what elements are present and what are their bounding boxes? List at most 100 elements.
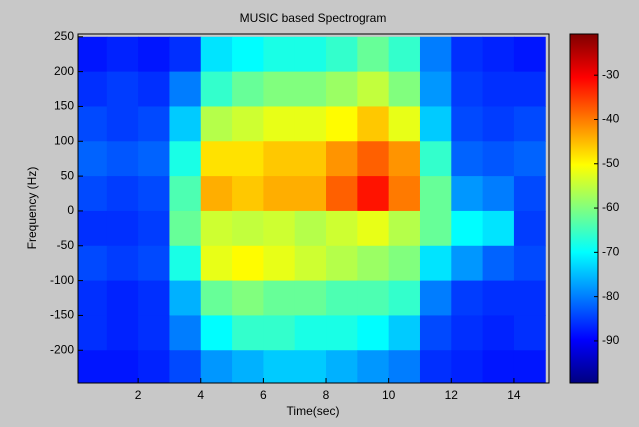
- heatmap-cell: [106, 36, 139, 73]
- heatmap: [78, 36, 546, 383]
- heatmap-cell: [357, 71, 390, 107]
- heatmap-cell: [451, 315, 484, 351]
- heatmap-cell: [513, 141, 546, 177]
- x-tick-label: 10: [382, 388, 396, 402]
- heatmap-cell: [263, 36, 296, 73]
- heatmap-cell: [357, 106, 390, 142]
- heatmap-cell: [200, 176, 233, 212]
- heatmap-cell: [106, 350, 139, 383]
- heatmap-cell: [482, 315, 515, 351]
- heatmap-cell: [169, 106, 202, 142]
- heatmap-cell: [388, 315, 421, 351]
- heatmap-cell: [200, 141, 233, 177]
- heatmap-cell: [200, 210, 233, 247]
- heatmap-cell: [388, 36, 421, 73]
- heatmap-cell: [326, 71, 358, 107]
- heatmap-cell: [263, 71, 296, 107]
- heatmap-cell: [106, 141, 139, 177]
- heatmap-cell: [451, 36, 484, 73]
- heatmap-cell: [357, 315, 390, 351]
- x-tick-label: 4: [197, 388, 204, 402]
- heatmap-cell: [263, 350, 296, 383]
- heatmap-cell: [357, 210, 390, 247]
- heatmap-cell: [200, 36, 233, 73]
- heatmap-cell: [482, 106, 515, 142]
- y-tick-label: 50: [61, 168, 75, 182]
- heatmap-cell: [419, 176, 452, 212]
- heatmap-cell: [263, 210, 296, 247]
- heatmap-cell: [388, 210, 421, 247]
- heatmap-cell: [200, 280, 233, 316]
- heatmap-cell: [232, 315, 264, 351]
- heatmap-cell: [138, 176, 170, 212]
- heatmap-cell: [357, 280, 390, 316]
- heatmap-cell: [232, 176, 264, 212]
- heatmap-cell: [169, 350, 202, 383]
- heatmap-cell: [357, 350, 390, 383]
- heatmap-cell: [169, 245, 202, 282]
- heatmap-cell: [138, 106, 170, 142]
- heatmap-cell: [451, 176, 484, 212]
- heatmap-cell: [138, 315, 170, 351]
- heatmap-cell: [294, 210, 327, 247]
- heatmap-cell: [200, 106, 233, 142]
- heatmap-cell: [106, 176, 139, 212]
- heatmap-cell: [419, 106, 452, 142]
- heatmap-cell: [232, 141, 264, 177]
- heatmap-cell: [482, 280, 515, 316]
- y-tick-label: 150: [54, 99, 74, 113]
- colorbar-tick-label: -60: [602, 200, 620, 214]
- heatmap-cell: [451, 141, 484, 177]
- heatmap-cell: [451, 245, 484, 282]
- heatmap-cell: [294, 36, 327, 73]
- y-axis-label: Frequency (Hz): [25, 167, 39, 250]
- heatmap-cell: [78, 141, 108, 177]
- heatmap-cell: [169, 280, 202, 316]
- heatmap-cell: [200, 350, 233, 383]
- heatmap-cell: [326, 106, 358, 142]
- heatmap-cell: [294, 141, 327, 177]
- y-tick-label: 0: [67, 203, 74, 217]
- heatmap-cell: [326, 280, 358, 316]
- heatmap-cell: [200, 71, 233, 107]
- heatmap-cell: [78, 176, 108, 212]
- y-tick-label: 250: [54, 29, 74, 43]
- heatmap-cell: [232, 71, 264, 107]
- heatmap-cell: [106, 210, 139, 247]
- heatmap-cell: [326, 245, 358, 282]
- heatmap-cell: [294, 280, 327, 316]
- heatmap-cell: [388, 280, 421, 316]
- heatmap-cell: [451, 280, 484, 316]
- heatmap-cell: [263, 315, 296, 351]
- heatmap-cell: [169, 141, 202, 177]
- heatmap-cell: [263, 106, 296, 142]
- heatmap-cell: [106, 280, 139, 316]
- heatmap-cell: [482, 245, 515, 282]
- heatmap-cell: [419, 141, 452, 177]
- y-tick-label: -200: [50, 342, 74, 356]
- heatmap-cell: [106, 71, 139, 107]
- heatmap-cell: [388, 106, 421, 142]
- heatmap-cell: [106, 106, 139, 142]
- heatmap-cell: [138, 141, 170, 177]
- heatmap-cell: [513, 315, 546, 351]
- heatmap-cell: [326, 176, 358, 212]
- heatmap-cell: [388, 245, 421, 282]
- y-tick-label: 200: [54, 64, 74, 78]
- heatmap-cell: [294, 350, 327, 383]
- heatmap-cell: [78, 210, 108, 247]
- heatmap-cell: [78, 71, 108, 107]
- heatmap-cell: [138, 36, 170, 73]
- heatmap-cell: [482, 176, 515, 212]
- heatmap-cell: [419, 36, 452, 73]
- heatmap-cell: [78, 106, 108, 142]
- heatmap-cell: [451, 106, 484, 142]
- heatmap-cell: [294, 176, 327, 212]
- axes-box: [77, 33, 550, 384]
- heatmap-cell: [78, 280, 108, 316]
- y-tick-label: -150: [50, 308, 74, 322]
- heatmap-cell: [326, 141, 358, 177]
- heatmap-cell: [200, 245, 233, 282]
- heatmap-cell: [169, 176, 202, 212]
